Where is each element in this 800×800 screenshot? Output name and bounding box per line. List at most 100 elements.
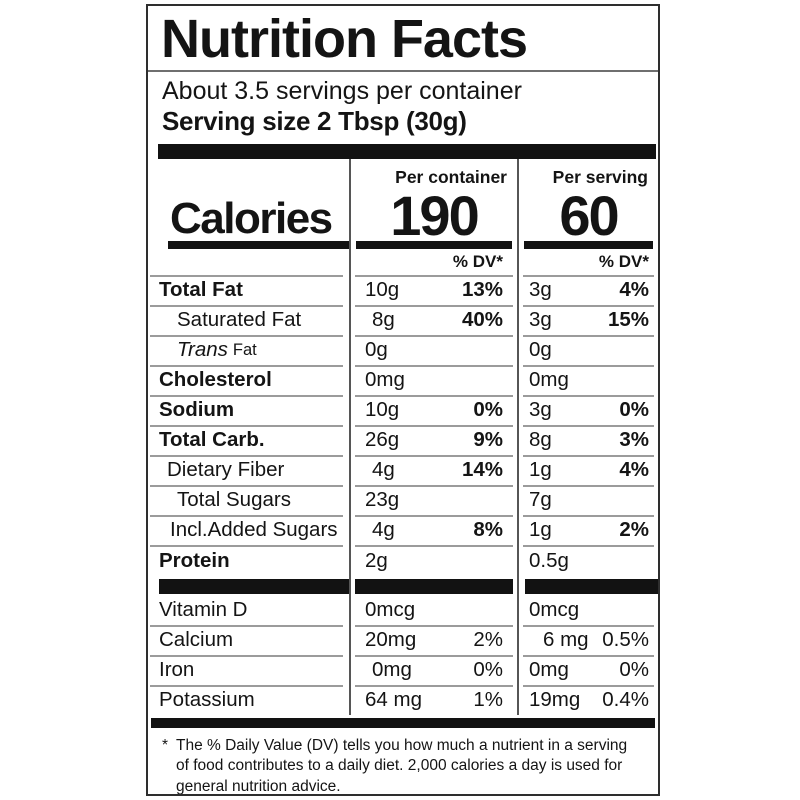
section-bar-cell	[519, 577, 658, 595]
amount: 10g	[365, 398, 400, 422]
nutrient-name: Iron	[159, 658, 195, 682]
per-serving-cell: 6 mg 0.5%	[519, 625, 658, 655]
amount: 23g	[365, 488, 400, 512]
nutrient-name-cell: Incl.Added Sugars	[148, 515, 349, 545]
amount: 0g	[365, 338, 388, 362]
amount: 2g	[365, 549, 388, 573]
per-container-cell: 64 mg 1%	[349, 685, 519, 716]
section-bar	[355, 578, 513, 594]
daily-value: 0%	[473, 398, 503, 422]
daily-value: 9%	[473, 428, 503, 452]
footnote: * The % Daily Value (DV) tells you how m…	[148, 728, 658, 795]
section-bar-cell	[349, 577, 519, 596]
bottom-divider-bar	[151, 718, 655, 729]
daily-value: 4%	[619, 278, 649, 302]
nutrient-name: Dietary Fiber	[167, 458, 285, 482]
amount: 0mg	[372, 658, 412, 682]
per-serving-cell: 19mg 0.4%	[519, 685, 658, 715]
amount: 0mcg	[529, 598, 580, 622]
daily-value: 8%	[473, 518, 503, 542]
amount: 6 mg	[543, 628, 589, 652]
daily-value: 15%	[607, 308, 649, 332]
per-container-header-cell: Per container	[349, 159, 519, 191]
amount: 0.5g	[529, 549, 569, 573]
section-bar	[525, 578, 658, 594]
nutrient-name: Cholesterol	[159, 368, 272, 392]
per-container-cell: 4g 14%	[349, 455, 519, 486]
per-container-cell: 20mg 2%	[349, 625, 519, 656]
amount: 7g	[529, 488, 552, 512]
nutrient-name-cell: Trans Fat	[148, 335, 349, 365]
per-serving-cell: 0mcg	[519, 595, 658, 625]
dv-header-cell: % DV*	[349, 249, 519, 276]
amount: 8g	[372, 308, 395, 332]
dv-header: % DV*	[598, 252, 649, 272]
footnote-text: The % Daily Value (DV) tells you how muc…	[176, 737, 628, 795]
serving-info-section: About 3.5 servings per container Serving…	[148, 72, 658, 144]
thick-divider-bar	[158, 144, 656, 160]
amount: 26g	[365, 428, 400, 452]
label-title: Nutrition Facts	[148, 6, 658, 73]
footnote-asterisk: *	[162, 737, 169, 755]
nutrient-name: Total Fat	[159, 278, 243, 302]
nutrient-name-cell: Dietary Fiber	[148, 455, 349, 485]
nutrient-name: Incl.Added Sugars	[170, 518, 338, 542]
daily-value: 0%	[619, 398, 649, 422]
nutrient-name-suffix: Fat	[232, 340, 257, 359]
daily-value: 2%	[619, 518, 649, 542]
calories-rule	[356, 240, 512, 249]
nutrition-table: Per container Per serving Calories 190 6…	[148, 159, 658, 716]
servings-per-container: About 3.5 servings per container	[162, 77, 522, 106]
nutrient-name: Potassium	[159, 688, 255, 712]
amount: 0mg	[529, 658, 569, 682]
nutrient-name: Sodium	[159, 398, 235, 422]
nutrient-name-cell: Iron	[148, 655, 349, 685]
amount: 0mg	[529, 368, 569, 392]
per-container-cell: 0mcg	[349, 595, 519, 626]
nutrition-facts-label: Nutrition Facts About 3.5 servings per c…	[146, 4, 660, 796]
spacer-cell	[148, 159, 349, 190]
per-serving-cell: 3g 15%	[519, 305, 658, 335]
per-container-header: Per container	[395, 167, 507, 188]
nutrient-name: Saturated Fat	[177, 308, 302, 332]
calories-rule-cell	[349, 240, 519, 250]
nutrient-name: Protein	[159, 549, 230, 573]
amount: 20mg	[365, 628, 417, 652]
per-serving-cell: 3g 0%	[519, 395, 658, 425]
per-container-cell: 4g 8%	[349, 515, 519, 546]
amount: 19mg	[529, 688, 581, 712]
calories-per-container-cell: 190	[349, 183, 519, 247]
calories-per-container-value: 190	[390, 183, 479, 247]
per-container-cell: 0mg	[349, 365, 519, 396]
per-serving-cell: 1g 2%	[519, 515, 658, 545]
amount: 0mg	[365, 368, 405, 392]
per-container-cell: 10g 0%	[349, 395, 519, 426]
daily-value: 14%	[461, 458, 503, 482]
per-serving-cell: 7g	[519, 485, 658, 515]
calories-rule-cell	[519, 240, 658, 249]
daily-value: 2%	[473, 628, 503, 652]
section-bar-cell	[148, 577, 349, 595]
amount: 3g	[529, 398, 552, 422]
per-serving-cell: 8g 3%	[519, 425, 658, 455]
per-serving-cell: 0mg	[519, 365, 658, 395]
nutrient-name-cell: Total Carb.	[148, 425, 349, 455]
dv-header-cell: % DV*	[519, 249, 658, 275]
amount: 4g	[372, 458, 395, 482]
daily-value: 4%	[619, 458, 649, 482]
per-container-cell: 23g	[349, 485, 519, 516]
daily-value: 40%	[461, 308, 503, 332]
per-container-cell: 0g	[349, 335, 519, 366]
daily-value: 3%	[619, 428, 649, 452]
spacer-cell	[148, 249, 349, 275]
nutrient-name-cell: Potassium	[148, 685, 349, 715]
nutrient-name: Trans	[177, 338, 228, 362]
per-container-cell: 2g	[349, 545, 519, 578]
amount: 0mcg	[365, 598, 416, 622]
nutrient-name-cell: Sodium	[148, 395, 349, 425]
nutrient-name: Total Carb.	[159, 428, 265, 452]
nutrient-name-cell: Vitamin D	[148, 595, 349, 625]
per-container-cell: 10g 13%	[349, 275, 519, 306]
calories-rule-cell	[148, 240, 349, 249]
per-serving-cell: 3g 4%	[519, 275, 658, 305]
